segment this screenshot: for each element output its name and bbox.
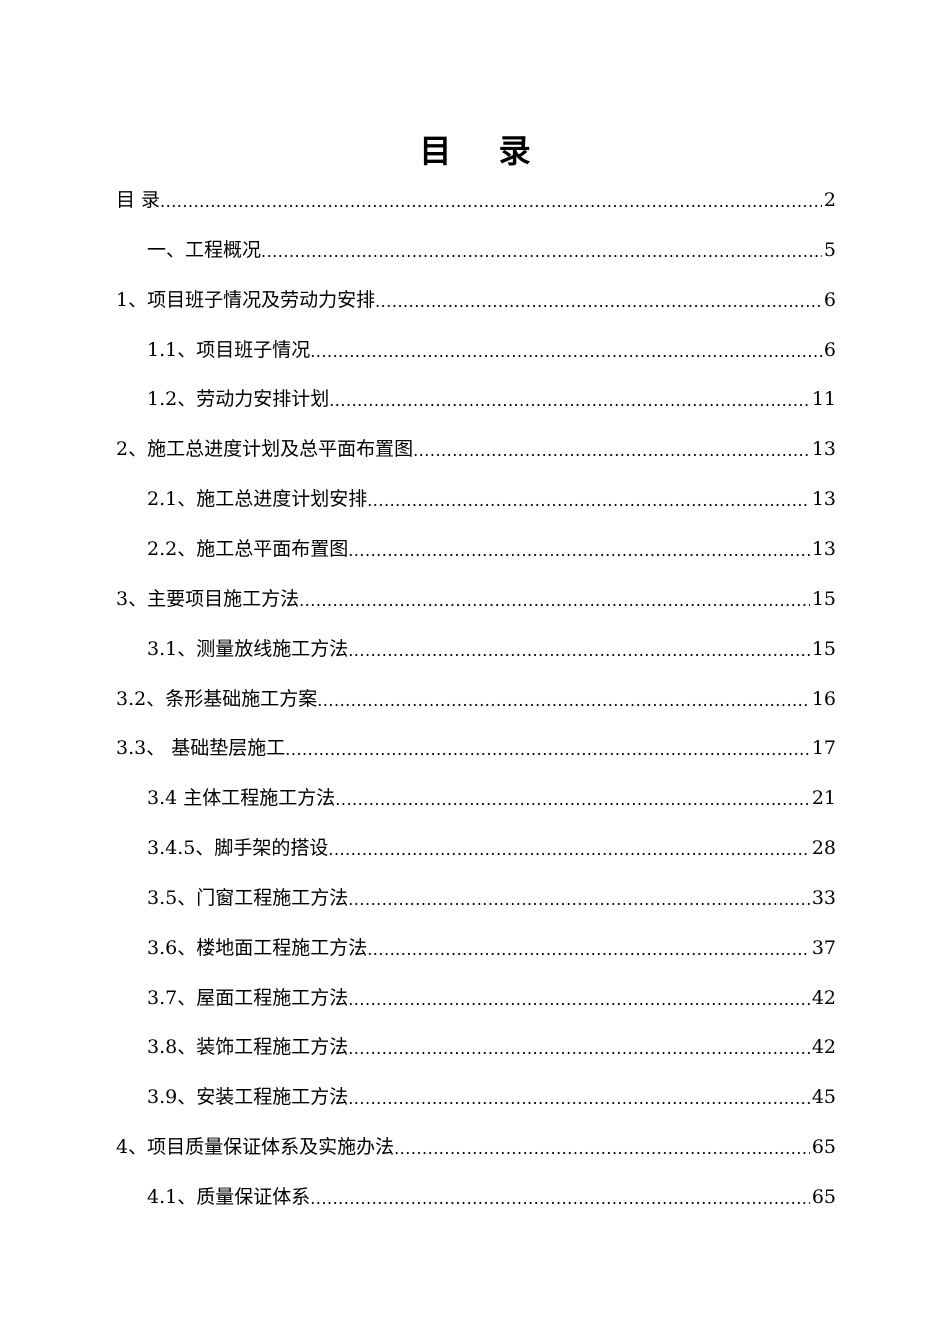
- toc-entry[interactable]: 3、主要项目施工方法 15: [116, 586, 836, 612]
- toc-entry-title: 3.4.5、脚手架的搭设: [147, 837, 329, 860]
- toc-entry[interactable]: 目 录 2: [116, 187, 836, 213]
- dot-leader: [394, 1138, 810, 1160]
- toc-entry-title: 3.6、楼地面工程施工方法: [147, 936, 368, 959]
- dot-leader: [348, 989, 810, 1011]
- toc-entry-title: 1.2、劳动力安排计划: [147, 388, 330, 411]
- toc-entry-title: 3.8、装饰工程施工方法: [147, 1036, 349, 1059]
- toc-entry-title: 1、项目班子情况及劳动力安排: [116, 288, 376, 311]
- toc-entry[interactable]: 1.2、劳动力安排计划 11: [147, 386, 836, 412]
- toc-entry-title: 3.7、屋面工程施工方法: [147, 986, 349, 1009]
- toc-entry-page-number: 15: [811, 587, 836, 610]
- toc-entry[interactable]: 3.8、装饰工程施工方法 42: [147, 1034, 836, 1060]
- toc-entry-page-number: 65: [811, 1186, 836, 1208]
- toc-entry[interactable]: 3.2、条形基础施工方案 16: [116, 686, 836, 712]
- toc-entry[interactable]: 2、施工总进度计划及总平面布置图 13: [116, 436, 836, 462]
- toc-entry[interactable]: 3.1、测量放线施工方法 15: [147, 636, 836, 662]
- dot-leader: [413, 440, 810, 462]
- toc-entry-page-number: 5: [823, 238, 836, 261]
- toc-entry-page-number: 33: [811, 886, 836, 909]
- dot-leader: [328, 839, 809, 861]
- dot-leader: [285, 739, 810, 761]
- toc-entry-page-number: 2: [823, 189, 836, 211]
- toc-entry[interactable]: 3.9、安装工程施工方法 45: [147, 1084, 836, 1110]
- dot-leader: [310, 1188, 810, 1210]
- toc-entry-page-number: 42: [811, 1036, 836, 1059]
- toc-entry-title: 4、项目质量保证体系及实施办法: [116, 1136, 395, 1159]
- toc-entry-title: 2、施工总进度计划及总平面布置图: [116, 438, 414, 461]
- toc-entry-page-number: 28: [811, 837, 836, 860]
- toc-entry-page-number: 6: [823, 288, 836, 311]
- toc-entry-title: 3.4 主体工程施工方法: [147, 787, 336, 810]
- dot-leader: [348, 540, 810, 562]
- toc-entry-page-number: 17: [811, 737, 836, 760]
- toc-entry[interactable]: 2.1、施工总进度计划安排 13: [147, 486, 836, 512]
- toc-entry[interactable]: 2.2、施工总平面布置图 13: [147, 536, 836, 562]
- dot-leader: [375, 291, 822, 313]
- dot-leader: [160, 191, 822, 213]
- dot-leader: [348, 1088, 810, 1110]
- toc-entry[interactable]: 3.3、 基础垫层施工 17: [116, 735, 836, 761]
- toc-entry-page-number: 11: [811, 388, 836, 411]
- toc-entry-title: 3.9、安装工程施工方法: [147, 1086, 349, 1109]
- toc-entry-page-number: 37: [811, 936, 836, 959]
- toc-entry-page-number: 42: [811, 986, 836, 1009]
- toc-entry-title: 3.5、门窗工程施工方法: [147, 886, 349, 909]
- toc-entry[interactable]: 1.1、项目班子情况 6: [147, 337, 836, 363]
- dot-leader: [348, 640, 810, 662]
- toc-entry-title: 目 录: [116, 189, 161, 211]
- toc-entry-title: 3.3、 基础垫层施工: [116, 737, 286, 760]
- toc-entry-title: 一、工程概况: [147, 238, 262, 261]
- toc-entry[interactable]: 3.6、楼地面工程施工方法 37: [147, 935, 836, 961]
- page-title: 目 录: [419, 132, 549, 170]
- toc-entry-page-number: 13: [811, 438, 836, 461]
- dot-leader: [348, 1038, 810, 1060]
- toc-entry-page-number: 13: [811, 488, 836, 511]
- toc-entry-page-number: 65: [811, 1136, 836, 1159]
- toc-entry[interactable]: 3.4 主体工程施工方法 21: [147, 785, 836, 811]
- toc-entry-title: 4.1、质量保证体系: [147, 1186, 311, 1208]
- toc-entry-page-number: 16: [811, 687, 836, 710]
- toc-entry-page-number: 21: [811, 787, 836, 810]
- toc-entry[interactable]: 4.1、质量保证体系 65: [147, 1184, 836, 1210]
- toc-entry[interactable]: 3.7、屋面工程施工方法 42: [147, 985, 836, 1011]
- toc-entry[interactable]: 1、项目班子情况及劳动力安排 6: [116, 287, 836, 313]
- toc-entry[interactable]: 4、项目质量保证体系及实施办法 65: [116, 1134, 836, 1160]
- dot-leader: [261, 241, 822, 263]
- toc-entry[interactable]: 一、工程概况 5: [147, 237, 836, 263]
- toc-entry-title: 1.1、项目班子情况: [147, 338, 311, 361]
- dot-leader: [348, 889, 810, 911]
- dot-leader: [299, 590, 810, 612]
- dot-leader: [335, 789, 810, 811]
- toc-entry[interactable]: 3.5、门窗工程施工方法 33: [147, 885, 836, 911]
- toc-entry-title: 2.2、施工总平面布置图: [147, 537, 349, 560]
- toc-entry-title: 3、主要项目施工方法: [116, 587, 300, 610]
- toc-entry-title: 2.1、施工总进度计划安排: [147, 488, 368, 511]
- dot-leader: [367, 490, 810, 512]
- toc-entry-page-number: 45: [811, 1086, 836, 1109]
- toc-entry-title: 3.1、测量放线施工方法: [147, 637, 349, 660]
- dot-leader: [329, 390, 810, 412]
- toc-entry-page-number: 15: [811, 637, 836, 660]
- toc-entry-page-number: 13: [811, 537, 836, 560]
- toc-entry[interactable]: 3.4.5、脚手架的搭设 28: [147, 835, 836, 861]
- toc-entry-page-number: 6: [823, 338, 836, 361]
- dot-leader: [367, 939, 810, 961]
- dot-leader: [317, 690, 810, 712]
- toc-entry-title: 3.2、条形基础施工方案: [116, 687, 318, 710]
- dot-leader: [310, 341, 822, 363]
